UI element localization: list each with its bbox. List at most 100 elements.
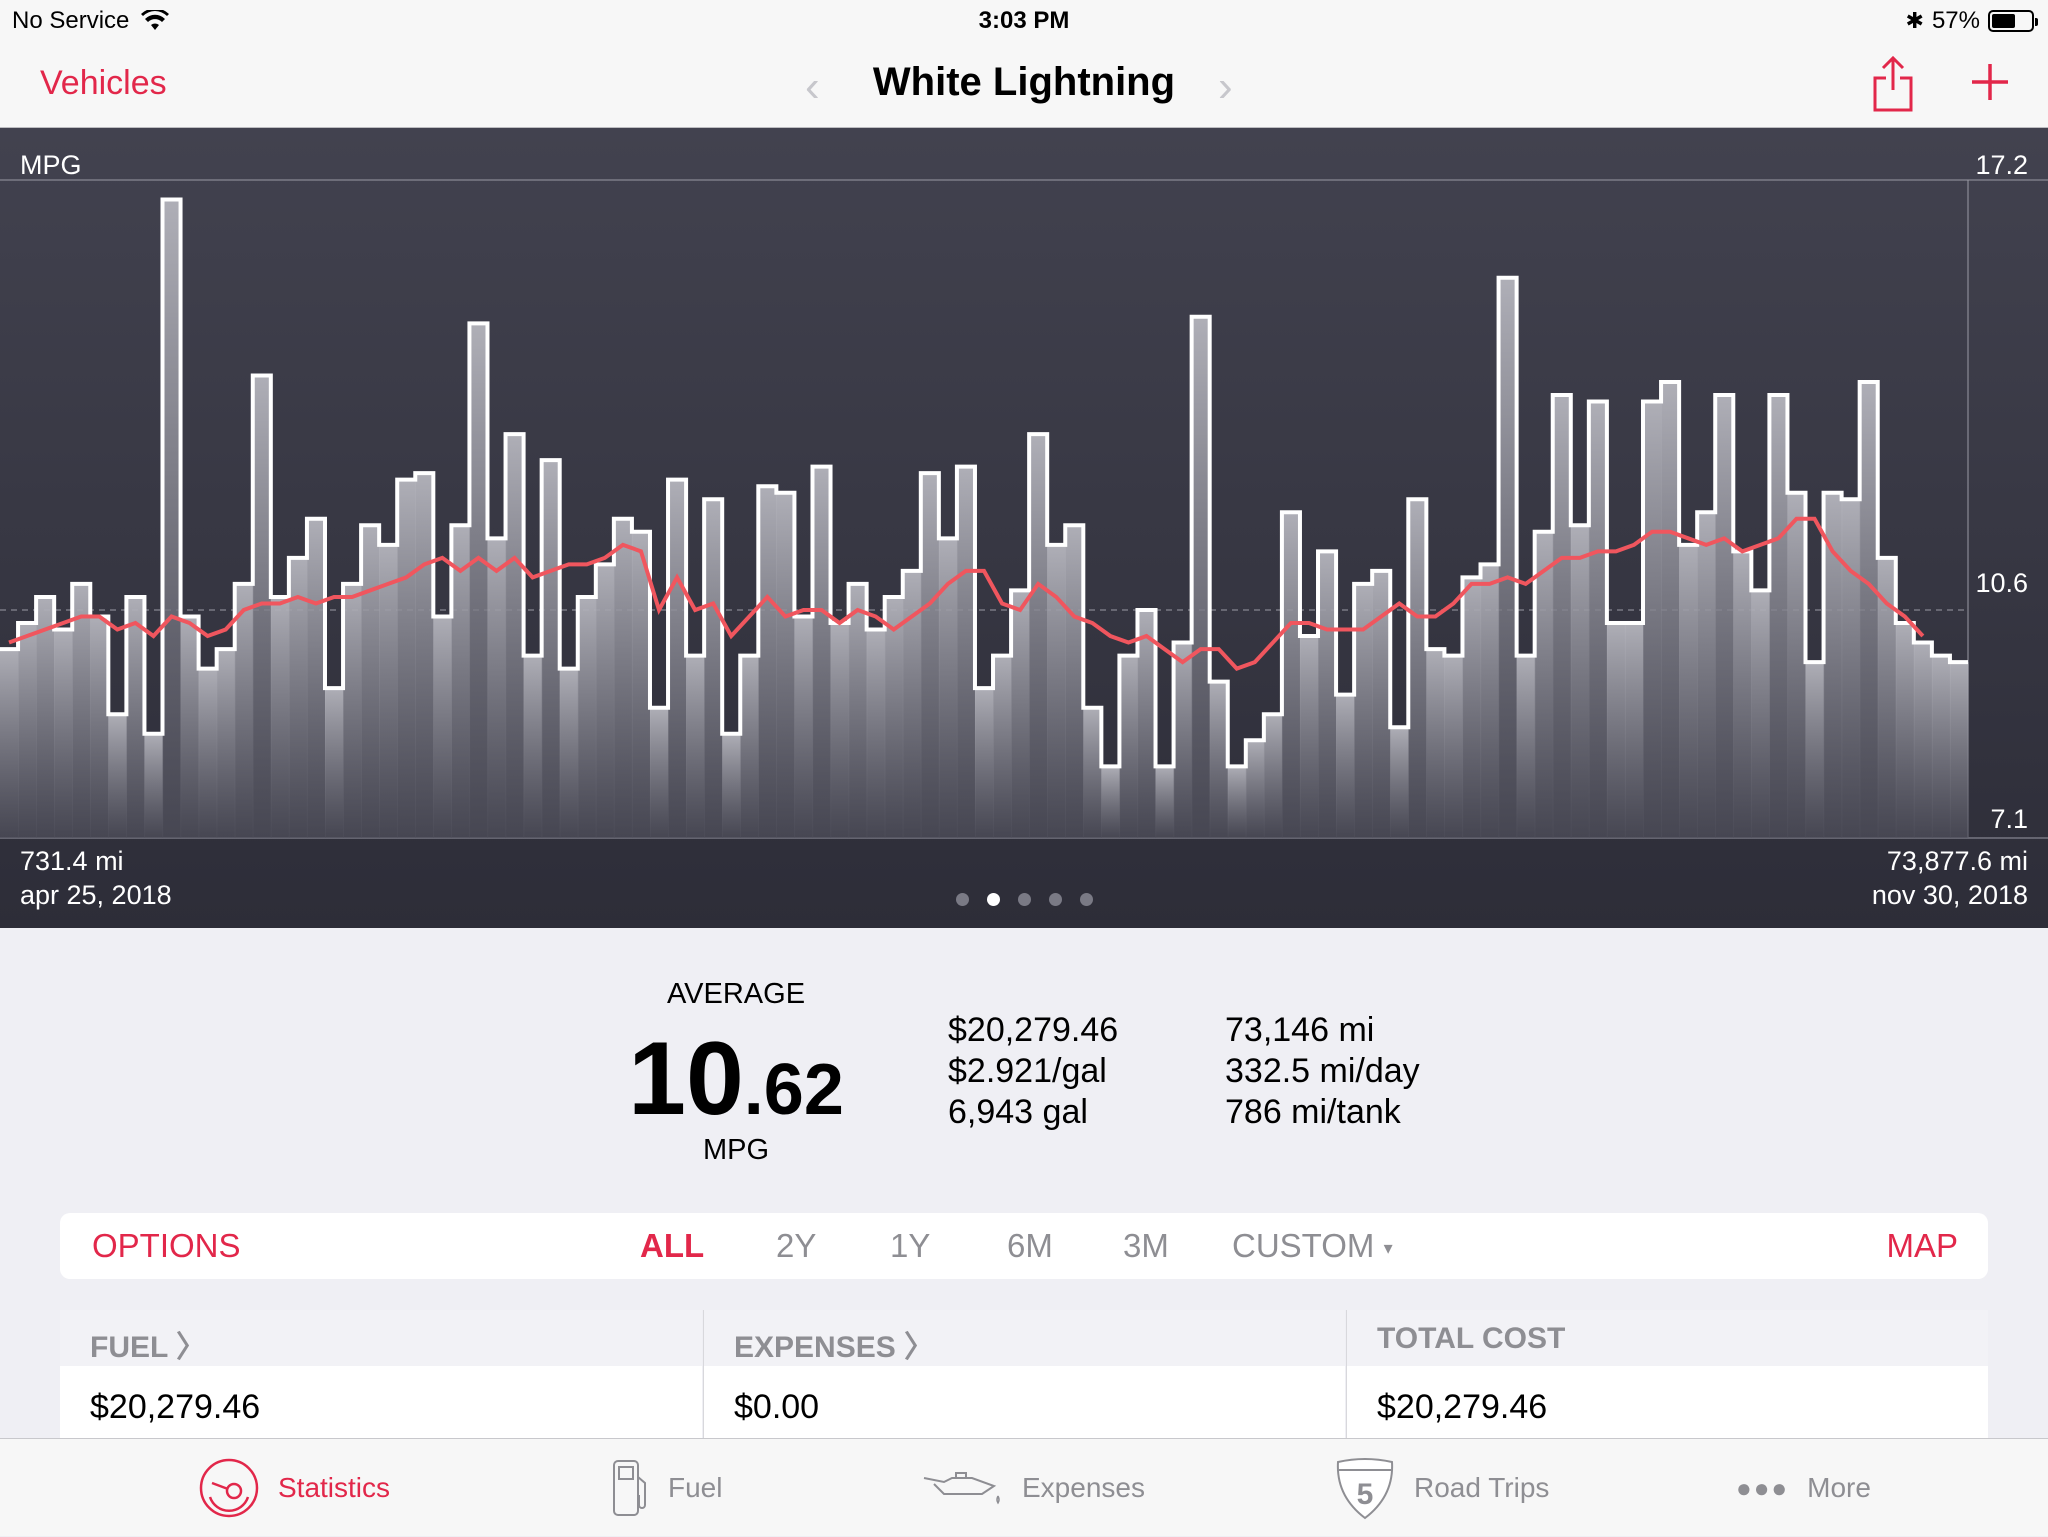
options-button[interactable]: OPTIONS bbox=[92, 1227, 241, 1264]
end-odometer: 73,877.6 mi bbox=[1886, 846, 2028, 876]
average-int: 10 bbox=[628, 1021, 744, 1137]
mpg-bar bbox=[1588, 401, 1608, 838]
mpg-bar bbox=[1715, 394, 1734, 838]
end-date: nov 30, 2018 bbox=[1871, 880, 2028, 910]
mpg-bar bbox=[108, 714, 127, 838]
mpg-bar bbox=[1751, 590, 1770, 838]
average-unit: MPG bbox=[702, 1134, 770, 1166]
expenses-header-label: EXPENSES bbox=[734, 1331, 896, 1364]
mpg-bar bbox=[1173, 642, 1193, 838]
page-indicator[interactable] bbox=[0, 893, 2048, 911]
mpg-bar bbox=[920, 473, 940, 838]
mpg-bar bbox=[126, 596, 146, 838]
mpg-bar bbox=[1065, 525, 1084, 838]
mpg-bar bbox=[1877, 557, 1897, 838]
mpg-bar bbox=[1372, 570, 1391, 838]
mpg-bar bbox=[1679, 544, 1698, 838]
mpg-bar bbox=[1318, 551, 1337, 838]
tab-expenses[interactable]: Expenses bbox=[922, 1439, 1145, 1537]
mpg-step-line bbox=[0, 197, 1968, 769]
totals-table: FUEL 〉 $20,279.46 EXPENSES 〉 $0.00 TOTAL… bbox=[60, 1310, 1988, 1440]
mpg-bar bbox=[541, 460, 561, 838]
mpg-bar bbox=[812, 466, 832, 838]
start-odometer: 731.4 mi bbox=[20, 846, 124, 876]
mpg-bar bbox=[1462, 577, 1482, 838]
miles-per-day-stat: 332.5 mi/day bbox=[1225, 1052, 1420, 1090]
bluetooth-icon: ✱ bbox=[1905, 8, 1924, 33]
range-6m-tab[interactable]: 6M bbox=[1007, 1227, 1053, 1264]
start-date: apr 25, 2018 bbox=[20, 880, 172, 910]
distance-stat: 73,146 mi bbox=[1225, 1011, 1375, 1049]
add-icon[interactable] bbox=[1970, 62, 2010, 102]
range-custom-tab[interactable]: CUSTOM ▾ bbox=[1232, 1227, 1393, 1265]
road-trips-badge: 5 bbox=[1357, 1478, 1374, 1511]
page-dot[interactable] bbox=[1017, 893, 1031, 906]
map-button[interactable]: MAP bbox=[1886, 1227, 1958, 1264]
total-cost-header: TOTAL COST bbox=[1347, 1310, 1988, 1366]
mpg-bar bbox=[704, 499, 723, 838]
mpg-bar bbox=[306, 518, 326, 838]
expenses-cell[interactable]: EXPENSES 〉 $0.00 bbox=[703, 1310, 1345, 1440]
distance-column: 73,146 mi 332.5 mi/day 786 mi/tank bbox=[1225, 1010, 1420, 1133]
wifi-icon bbox=[141, 10, 170, 30]
page-dot[interactable] bbox=[1079, 893, 1093, 906]
mpg-bar bbox=[180, 616, 200, 838]
mpg-bar bbox=[1480, 564, 1500, 838]
mpg-bar bbox=[451, 525, 471, 838]
summary-stats: AVERAGE 10.62 MPG $20,279.46 $2.921/gal … bbox=[0, 928, 2048, 1208]
fuel-cell[interactable]: FUEL 〉 $20,279.46 bbox=[60, 1310, 702, 1440]
fuel-header[interactable]: FUEL 〉 bbox=[60, 1310, 702, 1366]
mpg-bar bbox=[72, 583, 91, 838]
mpg-bar bbox=[1155, 766, 1175, 838]
tab-fuel[interactable]: Fuel bbox=[610, 1439, 722, 1537]
previous-vehicle-chevron-icon[interactable]: ‹ bbox=[805, 62, 820, 111]
mpg-bar bbox=[1336, 694, 1355, 838]
mpg-bar bbox=[740, 655, 759, 838]
page-dot-active[interactable] bbox=[986, 893, 1000, 906]
mpg-bar bbox=[902, 570, 922, 838]
range-1y-tab[interactable]: 1Y bbox=[890, 1227, 931, 1264]
battery-icon bbox=[1988, 10, 2038, 32]
mpg-bar bbox=[758, 486, 777, 838]
range-2y-tab[interactable]: 2Y bbox=[776, 1227, 817, 1264]
mpg-bar bbox=[397, 479, 416, 838]
expenses-header[interactable]: EXPENSES 〉 bbox=[704, 1310, 1345, 1366]
mpg-bar bbox=[1426, 649, 1446, 838]
mpg-bar bbox=[270, 596, 290, 838]
mpg-bar bbox=[1769, 394, 1789, 838]
range-all-tab[interactable]: ALL bbox=[640, 1227, 705, 1264]
mpg-bar bbox=[938, 538, 958, 838]
vehicles-back-button[interactable]: Vehicles bbox=[40, 64, 167, 102]
total-cost-stat: $20,279.46 bbox=[948, 1011, 1119, 1049]
mpg-bar bbox=[1227, 766, 1247, 838]
mpg-bar bbox=[1101, 766, 1121, 838]
total-cost-value: $20,279.46 bbox=[1347, 1366, 1988, 1440]
next-vehicle-chevron-icon[interactable]: › bbox=[1218, 62, 1233, 111]
mpg-bar bbox=[668, 479, 687, 838]
tab-more-label: More bbox=[1807, 1472, 1871, 1503]
miles-per-tank-stat: 786 mi/tank bbox=[1225, 1093, 1401, 1131]
custom-label: CUSTOM bbox=[1232, 1227, 1375, 1264]
mpg-bar bbox=[234, 583, 254, 838]
mpg-chart[interactable]: MPG 17.2 10.6 7.1 731.4 mi apr 25, 2018 … bbox=[0, 128, 2048, 928]
page-dot[interactable] bbox=[1048, 893, 1062, 906]
mpg-bar bbox=[1697, 512, 1716, 838]
mpg-bar bbox=[956, 466, 976, 838]
mpg-bar bbox=[1643, 401, 1662, 838]
tab-statistics[interactable]: Statistics bbox=[198, 1439, 390, 1537]
tab-more[interactable]: ●●● More bbox=[1736, 1439, 1871, 1537]
mpg-bar bbox=[595, 564, 615, 838]
range-3m-tab[interactable]: 3M bbox=[1123, 1227, 1169, 1264]
mpg-bar bbox=[90, 616, 109, 838]
mpg-bar bbox=[830, 623, 850, 838]
navigation-bar: Vehicles ‹ White Lightning › bbox=[0, 42, 2048, 128]
page-dot[interactable] bbox=[955, 893, 969, 906]
mpg-bar bbox=[577, 596, 597, 838]
mpg-bar bbox=[505, 434, 525, 838]
tab-bar: Statistics Fuel Expenses 5 Road Trips ●●… bbox=[0, 1438, 2048, 1536]
tab-road-trips[interactable]: 5 Road Trips bbox=[1334, 1439, 1549, 1537]
tab-road-trips-label: Road Trips bbox=[1414, 1472, 1550, 1503]
fuel-pump-icon bbox=[613, 1460, 646, 1516]
mpg-bar bbox=[216, 649, 236, 838]
share-icon[interactable] bbox=[1870, 54, 1916, 114]
